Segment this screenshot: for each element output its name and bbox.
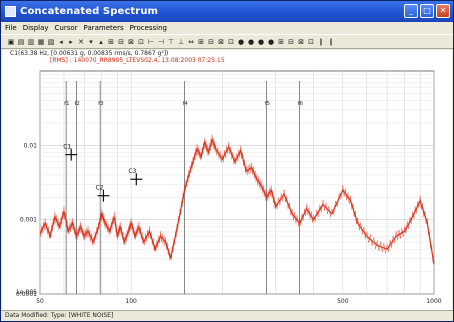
marker-label: f2 (75, 101, 80, 107)
x-tick-label: 50 (36, 298, 44, 305)
spectrum-series-detail (39, 134, 434, 263)
toolbar: ▣ ▤ ▥ ▦ ▧ ◂ ▸ ✕ ▾ ▴ ⊞ ⊟ ⊠ ⊡ ⊢ ⊣ ⊤ ⊥ ⇔ ⊞ ⊟ ⊠ ⊡ ● ● ● ● ⊞ ⊟ ⊠ ⊡ ∥ ∥ (1, 34, 453, 49)
toolbar-button-22[interactable]: ⊡ (228, 37, 234, 46)
x-tick-label: 500 (337, 298, 349, 305)
plot-frame (39, 70, 435, 295)
toolbar-button-24[interactable]: ● (247, 37, 255, 46)
plot-area[interactable]: f1 f2 f3 f4 f5 f6 0.01 0.001 0.0001 1e-005 50 100 50… (2, 65, 452, 311)
close-button[interactable]: ✕ (436, 4, 450, 18)
y-tick-label: 0.0001 (16, 291, 37, 298)
window-controls: _ □ ✕ (404, 4, 450, 18)
cursor-label: C3 (128, 168, 136, 175)
toolbar-button-27[interactable]: ⊞ (278, 37, 284, 46)
y-tick-label: 0.01 (24, 142, 38, 149)
title-bar[interactable]: Concatenated Spectrum _ □ ✕ (1, 1, 453, 22)
menu-processing[interactable]: Processing (129, 24, 168, 32)
toolbar-button-2[interactable]: ▥ (27, 37, 35, 46)
marker-label: f5 (265, 101, 271, 107)
toolbar-button-10[interactable]: ⊞ (108, 37, 114, 46)
toolbar-button-1[interactable]: ▤ (17, 37, 25, 46)
toolbar-button-23[interactable]: ● (237, 37, 245, 46)
x-tick-label: 1000 (426, 298, 441, 305)
menu-cursor[interactable]: Cursor (54, 24, 78, 32)
menu-parameters[interactable]: Parameters (83, 24, 124, 32)
toolbar-button-11[interactable]: ⊟ (118, 37, 124, 46)
toolbar-button-26[interactable]: ● (267, 37, 275, 46)
toolbar-button-4[interactable]: ▧ (47, 37, 55, 46)
y-tick-label: 1e-005 (16, 289, 37, 296)
toolbar-button-19[interactable]: ⊞ (198, 37, 204, 46)
toolbar-button-20[interactable]: ⊟ (208, 37, 214, 46)
toolbar-button-28[interactable]: ⊟ (288, 37, 294, 46)
marker-label: f1 (64, 101, 69, 107)
minimize-button[interactable]: _ (404, 4, 418, 18)
toolbar-button-18[interactable]: ⇔ (188, 37, 194, 46)
menu-display[interactable]: Display (22, 24, 49, 32)
toolbar-button-21[interactable]: ⊠ (218, 37, 224, 46)
marker-label: f6 (298, 101, 304, 107)
marker-label: f3 (98, 101, 104, 107)
toolbar-button-0[interactable]: ▣ (7, 37, 15, 46)
toolbar-button-13[interactable]: ⊡ (138, 37, 144, 46)
menu-file[interactable]: File (5, 24, 17, 32)
toolbar-button-31[interactable]: ∥ (319, 37, 323, 46)
toolbar-button-6[interactable]: ▸ (69, 37, 73, 46)
cursor-readout: C1(63.38 Hz, [0.00631 g, 0.00835 rms/s, … (10, 50, 169, 57)
toolbar-button-25[interactable]: ● (257, 37, 265, 46)
cursor-label: C1 (63, 144, 71, 151)
trace-description: [RMS] : 140070_RR8905_LTEVS02.4, 13:08:2… (50, 57, 225, 64)
toolbar-button-17[interactable]: ⊥ (177, 37, 185, 46)
maximize-button[interactable]: □ (420, 4, 434, 18)
toolbar-button-29[interactable]: ⊠ (298, 37, 304, 46)
toolbar-button-9[interactable]: ▴ (99, 37, 103, 46)
toolbar-button-12[interactable]: ⊠ (128, 37, 134, 46)
toolbar-button-5[interactable]: ◂ (59, 37, 63, 46)
app-icon (5, 6, 16, 17)
menu-bar: File Display Cursor Parameters Processin… (1, 22, 453, 34)
toolbar-button-3[interactable]: ▦ (37, 37, 45, 46)
toolbar-button-16[interactable]: ⊤ (167, 37, 175, 46)
toolbar-button-8[interactable]: ▾ (89, 37, 93, 46)
status-bar: Data Modified: Type: [WHITE NOISE] (1, 310, 453, 321)
marker-label: f4 (182, 101, 188, 107)
toolbar-button-30[interactable]: ⊡ (308, 37, 314, 46)
toolbar-button-32[interactable]: ∥ (329, 37, 333, 46)
cursor-info-panel: C1(63.38 Hz, [0.00631 g, 0.00835 rms/s, … (2, 50, 452, 65)
toolbar-button-7[interactable]: ✕ (78, 37, 84, 46)
toolbar-button-15[interactable]: ⊣ (157, 37, 165, 46)
cursor-label: C2 (95, 185, 103, 192)
window-title: Concatenated Spectrum (20, 6, 159, 17)
y-tick-label: 0.001 (20, 217, 37, 224)
x-tick-label: 100 (125, 298, 137, 305)
toolbar-button-14[interactable]: ⊢ (147, 37, 155, 46)
